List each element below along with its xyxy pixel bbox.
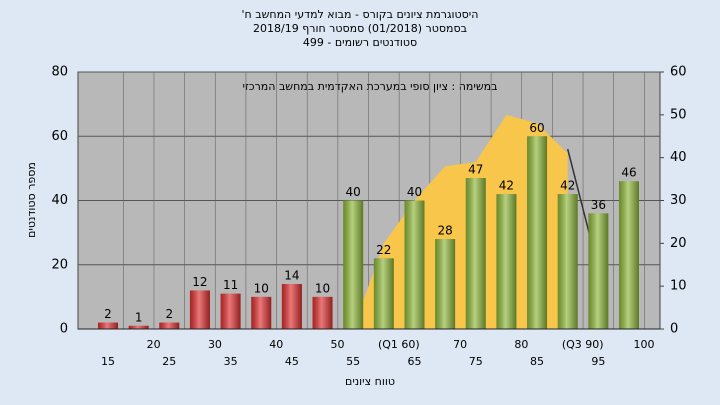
bar-shade <box>557 194 578 329</box>
x-tick-label: 85 <box>530 355 544 368</box>
y-axis-label: מספר סטודנטים <box>25 162 38 238</box>
bar-shade <box>343 200 364 329</box>
y-tick-label: 20 <box>51 257 68 272</box>
x-tick-label: 95 <box>591 355 605 368</box>
data-label: 40 <box>346 185 361 199</box>
data-label: 60 <box>529 121 544 135</box>
bar-shade <box>251 296 272 329</box>
data-label: 28 <box>437 224 452 238</box>
x-tick-label: 55 <box>346 355 360 368</box>
x-tick-label: 20 <box>147 338 161 351</box>
x-tick-label: 40 <box>269 338 283 351</box>
x-tick-label: (Q3 90) <box>562 338 604 351</box>
y2-tick-label: 20 <box>670 236 687 251</box>
x-tick-label: 80 <box>514 338 528 351</box>
y2-tick-label: 10 <box>670 279 687 294</box>
bar-shade <box>588 213 609 329</box>
y2-tick-label: 40 <box>670 150 687 165</box>
bar-shade <box>189 290 210 329</box>
bar-shade <box>404 200 425 329</box>
x-tick-label: 45 <box>285 355 299 368</box>
x-tick-label: 25 <box>162 355 176 368</box>
data-label: 10 <box>254 281 269 295</box>
x-tick-label: 100 <box>634 338 655 351</box>
data-label: 42 <box>560 179 575 193</box>
y-tick-label: 0 <box>60 322 68 337</box>
bar-shade <box>435 239 456 329</box>
x-tick-label: 15 <box>101 355 115 368</box>
bar-shade <box>159 322 180 329</box>
chart-title: היסטוגרמת ציונים בקורס - מבוא למדעי המחש… <box>242 8 479 21</box>
chart-subtitle: בסמסטר (01/2018) סמסטר חורף 2018/19 <box>253 22 467 35</box>
bar-shade <box>619 181 639 329</box>
data-label: 10 <box>315 281 330 295</box>
data-label: 22 <box>376 243 391 257</box>
data-label: 42 <box>499 179 514 193</box>
x-axis-label: טווח ציונים <box>345 375 395 388</box>
data-label: 14 <box>284 269 299 283</box>
data-label: 36 <box>591 198 606 212</box>
bar-shade <box>281 284 302 329</box>
data-label: 12 <box>192 275 207 289</box>
x-tick-label: 65 <box>407 355 421 368</box>
bar-shade <box>527 136 548 329</box>
y2-tick-label: 60 <box>670 65 687 80</box>
data-label: 46 <box>621 166 636 180</box>
y2-tick-label: 30 <box>670 193 687 208</box>
chart-subtitle: סטודנטים רשומים - 499 <box>303 36 417 49</box>
y2-tick-label: 50 <box>670 107 687 122</box>
bar-shade <box>220 293 241 329</box>
data-label: 47 <box>468 163 483 177</box>
data-label: 40 <box>407 185 422 199</box>
bar-shade <box>465 178 486 329</box>
bar-shade <box>98 322 118 329</box>
x-tick-label: (Q1 60) <box>378 338 420 351</box>
x-tick-label: 35 <box>224 355 238 368</box>
annotation: במשימה : ציון סופי במערכת האקדמית במחשב … <box>243 80 498 93</box>
y-tick-label: 40 <box>51 193 68 208</box>
y2-tick-label: 0 <box>670 322 678 337</box>
bar-shade <box>312 296 333 329</box>
x-tick-label: 30 <box>208 338 222 351</box>
bar-shade <box>373 258 394 329</box>
x-tick-label: 70 <box>453 338 467 351</box>
y-tick-label: 80 <box>51 65 68 80</box>
data-label: 1 <box>135 310 143 324</box>
x-tick-label: 75 <box>469 355 483 368</box>
x-tick-label: 50 <box>331 338 345 351</box>
y-tick-label: 60 <box>51 129 68 144</box>
data-label: 2 <box>165 307 173 321</box>
bar-shade <box>128 325 149 329</box>
data-label: 2 <box>104 307 112 321</box>
bar-shade <box>496 194 517 329</box>
data-label: 11 <box>223 278 238 292</box>
